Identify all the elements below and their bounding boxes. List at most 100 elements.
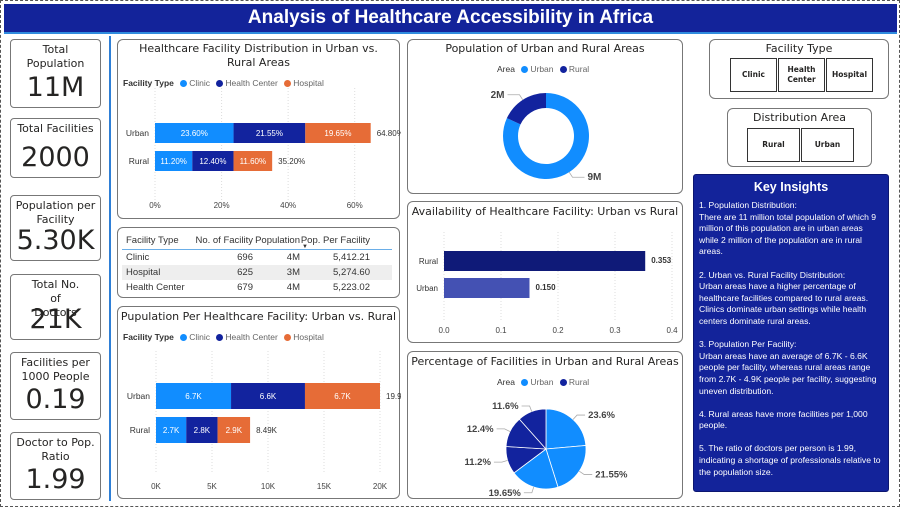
pie-slice-rural (518, 408, 547, 451)
insight-text: 5. The ratio of doctors per person is 1.… (699, 443, 881, 477)
legend-item-urban[interactable]: Urban (517, 64, 554, 74)
bar-segment-clinic (155, 151, 193, 171)
data-label: 21.55% (256, 129, 283, 138)
kpi-label: Population per Facility (15, 199, 96, 226)
legend-item-hospital[interactable]: Hospital (280, 332, 324, 342)
kpi-label: Facilities per 1000 People (21, 356, 90, 383)
y-category-label: Rural (419, 257, 438, 266)
pie-slice-urban (545, 445, 587, 488)
cell: Hospital (126, 267, 161, 278)
legend-item-rural[interactable]: Rural (556, 377, 589, 387)
slicer-option-rural[interactable]: Rural (747, 128, 800, 162)
x-tick-label: 0.2 (552, 326, 564, 335)
total-label: 35.20% (278, 157, 305, 166)
y-category-label: Urban (416, 284, 438, 293)
legend-dot-health-center (216, 79, 224, 87)
cell: Health Center (126, 282, 185, 293)
slicer-option-urban[interactable]: Urban (801, 128, 854, 162)
legend-dot-urban (521, 378, 529, 386)
bar-segment-hospital (217, 417, 251, 443)
facility-table: Facility Type No. of Facility Population… (122, 232, 392, 295)
total-label: 64.80% (377, 129, 401, 138)
leader-line (568, 171, 585, 178)
table-row: Clinic 696 4M 5,412.21 (122, 250, 392, 265)
kpi-doctor-to-pop-ratio: Doctor to Pop. Ratio 1.99 (10, 432, 101, 500)
legend-item-urban[interactable]: Urban (517, 377, 554, 387)
y-category-label: Urban (127, 391, 150, 401)
x-tick-label: 0.4 (666, 326, 678, 335)
data-label: 23.6% (588, 410, 615, 421)
slicer-title: Facility Type (765, 42, 833, 55)
column-header[interactable]: Population (255, 235, 300, 246)
legend-title: Facility Type (123, 332, 174, 342)
legend-item-hospital[interactable]: Hospital (280, 78, 324, 88)
donut-slice-rural (506, 93, 546, 125)
insight-text: There are 11 million total population of… (699, 211, 877, 257)
data-label: 11.6% (492, 401, 519, 412)
kpi-label: Total No. of Doctors (31, 278, 80, 319)
data-label: 9M (587, 172, 601, 183)
data-label: 11.60% (240, 157, 267, 166)
slicer-option-clinic[interactable]: Clinic (730, 58, 777, 92)
x-tick-label: 10K (261, 482, 276, 491)
kpi-value: 1.99 (25, 464, 86, 495)
insight-item: 5. The ratio of doctors per person is 1.… (694, 443, 888, 478)
leader-line (521, 405, 533, 412)
legend-dot-hospital (284, 333, 292, 341)
y-category-label: Urban (126, 128, 149, 138)
legend-dot-rural (559, 65, 567, 73)
data-label: 6.6K (260, 392, 277, 401)
data-label: 12.4% (467, 424, 494, 435)
data-label: 0.150 (536, 283, 557, 292)
insight-heading: 3. Population Per Facility: (699, 339, 797, 350)
legend-item-rural[interactable]: Rural (556, 64, 589, 74)
data-label: 0.353 (651, 256, 672, 265)
leader-line (579, 470, 593, 475)
data-label: 21.55% (595, 470, 628, 481)
insight-item: 1. Population Distribution: There are 11 … (694, 200, 888, 258)
column-header-sorted[interactable]: Pop. Per Facility ▼ (300, 235, 370, 250)
kpi-label: Doctor to Pop. Ratio (16, 436, 95, 463)
cell: 4M (286, 252, 300, 263)
donut-slice-urban (503, 93, 589, 180)
data-label: 11.20% (160, 157, 187, 166)
pop-per-facility-chart: 0K 5K 10K 15K 20K Urban 6.7K 6.6K 6.7K 19.95K Rura… (127, 351, 401, 491)
legend-dot-clinic (180, 333, 188, 341)
bar-segment-health-center (233, 123, 306, 143)
x-tick-label: 0K (151, 482, 161, 491)
insight-heading: 2. Urban vs. Rural Facility Distribution… (699, 269, 846, 280)
data-label: 2.8K (194, 426, 211, 435)
legend-item-clinic[interactable]: Clinic (176, 78, 210, 88)
data-label: 2.9K (226, 426, 243, 435)
chart-title: Pupulation Per Healthcare Facility: Urba… (120, 310, 397, 323)
kpi-value: 2000 (21, 142, 90, 173)
data-label: 6.7K (185, 392, 202, 401)
column-header[interactable]: Facility Type (126, 235, 179, 246)
pop-per-facility-card: Pupulation Per Healthcare Facility: Urba… (117, 306, 401, 499)
chart-title: Population of Urban and Rural Areas (445, 42, 645, 55)
slicer-option-hospital[interactable]: Hospital (826, 58, 873, 92)
legend-title: Area (497, 64, 515, 74)
legend-item-health-center[interactable]: Health Center (212, 78, 278, 88)
chart-title: Availability of Healthcare Facility: Urb… (411, 205, 679, 218)
legend-item-clinic[interactable]: Clinic (176, 332, 210, 342)
facilities-pie-chart: 23.6% 21.55% 19.65% 11.2% 12.4% 11.6% (464, 401, 628, 499)
column-header[interactable]: No. of Facility (195, 235, 253, 246)
legend-title: Area (497, 377, 515, 387)
leader-line (523, 486, 535, 494)
cell: 625 (237, 267, 253, 278)
leader-line (493, 460, 508, 463)
kpi-total-facilities: Total Facilities 2000 (10, 118, 101, 178)
population-donut-card: Population of Urban and Rural Areas Area… (407, 39, 683, 194)
slicer-option-health-center[interactable]: Health Center (778, 58, 825, 92)
x-tick-label: 0.1 (495, 326, 507, 335)
leader-line (496, 428, 511, 432)
availability-chart: 0.0 0.1 0.2 0.3 0.4 Rural 0.353 Urban 0.150 (416, 232, 678, 335)
legend-item-health-center[interactable]: Health Center (212, 332, 278, 342)
data-label: 19.65% (489, 488, 522, 499)
data-label: 6.7K (334, 392, 351, 401)
table-header: Facility Type No. of Facility Population… (122, 232, 392, 250)
pie-slice-urban (545, 408, 587, 450)
bar-rural (444, 251, 646, 271)
cell: 3M (286, 267, 300, 278)
